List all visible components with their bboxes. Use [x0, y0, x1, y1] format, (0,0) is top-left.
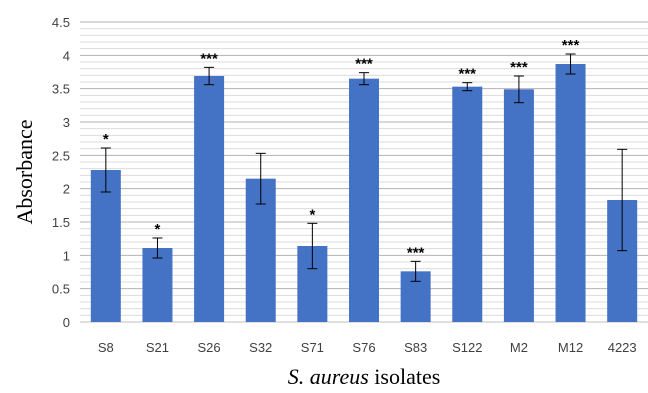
bar [90, 170, 121, 322]
y-tick-label: 4 [63, 48, 70, 63]
x-axis-label-italic: S. aureus [288, 364, 369, 389]
y-tick-label: 0.5 [52, 282, 70, 297]
y-tick-label: 1.5 [52, 215, 70, 230]
y-axis-ticks: 0 0.5 1 1.5 2 2.5 3 3.5 4 4.5 [52, 15, 70, 330]
significance-marker: * [155, 221, 161, 238]
x-axis-label: S. aureus isolates [288, 364, 441, 389]
significance-marker: *** [407, 244, 425, 261]
significance-marker: *** [510, 59, 528, 76]
y-tick-label: 2.5 [52, 148, 70, 163]
x-tick-label: M12 [558, 340, 583, 355]
y-tick-label: 0 [63, 315, 70, 330]
bar [349, 78, 379, 323]
y-tick-label: 4.5 [52, 15, 70, 30]
x-tick-label: M2 [510, 340, 528, 355]
significance-markers: *************** ****** [103, 37, 580, 261]
significance-marker: *** [562, 37, 580, 54]
x-tick-label: S32 [249, 340, 272, 355]
bar [555, 64, 586, 322]
x-axis-label-rest: isolates [369, 364, 441, 389]
significance-marker: * [103, 131, 109, 148]
y-tick-label: 1 [63, 248, 70, 263]
error-bars [100, 53, 628, 282]
bar [452, 86, 483, 323]
significance-marker: *** [355, 56, 373, 73]
y-tick-label: 3.5 [52, 82, 70, 97]
x-tick-label: S122 [452, 340, 482, 355]
bar [503, 89, 534, 322]
x-tick-label: S71 [301, 340, 324, 355]
x-axis-ticks: S8 S21 S26 S32 S71 S76 S83 S122 M2 M12 4223 [98, 340, 637, 355]
bar [142, 248, 173, 322]
bars [90, 64, 638, 323]
x-tick-label: 4223 [608, 340, 637, 355]
bar [194, 76, 225, 322]
x-tick-label: S21 [146, 340, 169, 355]
significance-marker: * [309, 206, 315, 223]
x-tick-label: S26 [198, 340, 221, 355]
y-axis-label: Absorbance [12, 119, 37, 224]
y-tick-label: 2 [63, 182, 70, 197]
significance-marker: *** [200, 50, 218, 67]
x-tick-label: S83 [404, 340, 427, 355]
x-tick-label: S76 [352, 340, 375, 355]
y-tick-label: 3 [63, 115, 70, 130]
x-tick-label: S8 [98, 340, 114, 355]
significance-marker: *** [459, 66, 477, 83]
